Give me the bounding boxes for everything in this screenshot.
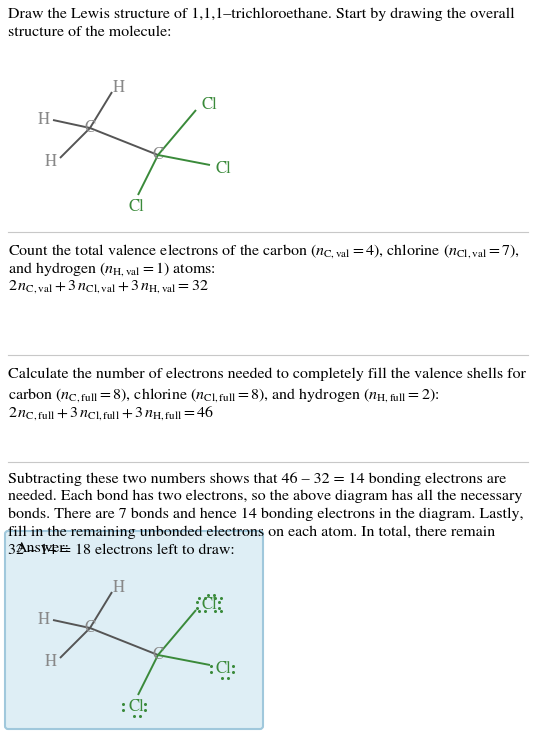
Text: $2\, n_\mathrm{C,full} + 3\, n_\mathrm{Cl,full} + 3\, n_\mathrm{H,full} = 46$: $2\, n_\mathrm{C,full} + 3\, n_\mathrm{C… (8, 404, 214, 422)
Text: Subtracting these two numbers shows that 46 – 32 = 14 bonding electrons are: Subtracting these two numbers shows that… (8, 472, 506, 486)
Text: C: C (85, 120, 95, 136)
Text: Cl: Cl (215, 661, 231, 677)
Text: H: H (45, 654, 57, 670)
Text: Cl: Cl (215, 161, 231, 177)
Text: C: C (152, 147, 163, 163)
Text: C: C (85, 620, 95, 636)
Text: H: H (113, 80, 125, 96)
Text: structure of the molecule:: structure of the molecule: (8, 26, 172, 40)
Text: and hydrogen ($n_\mathrm{H,val} = 1$) atoms:: and hydrogen ($n_\mathrm{H,val} = 1$) at… (8, 260, 216, 278)
Text: Answer:: Answer: (16, 542, 70, 556)
Text: fill in the remaining unbonded electrons on each atom. In total, there remain: fill in the remaining unbonded electrons… (8, 526, 495, 539)
Text: C: C (152, 647, 163, 663)
Text: Calculate the number of electrons needed to completely fill the valence shells f: Calculate the number of electrons needed… (8, 368, 526, 381)
Text: Cl: Cl (128, 699, 144, 715)
Text: Count the total valence electrons of the carbon ($n_\mathrm{C,val} = 4$), chlori: Count the total valence electrons of the… (8, 242, 520, 260)
Text: carbon ($n_\mathrm{C,full} = 8$), chlorine ($n_\mathrm{Cl,full} = 8$), and hydro: carbon ($n_\mathrm{C,full} = 8$), chlori… (8, 386, 440, 404)
Text: H: H (45, 154, 57, 170)
Text: Cl: Cl (201, 97, 217, 113)
Text: H: H (113, 580, 125, 596)
Text: bonds. There are 7 bonds and hence 14 bonding electrons in the diagram. Lastly,: bonds. There are 7 bonds and hence 14 bo… (8, 508, 524, 521)
Text: $2\, n_\mathrm{C,val} + 3\, n_\mathrm{Cl,val} + 3\, n_\mathrm{H,val} = 32$: $2\, n_\mathrm{C,val} + 3\, n_\mathrm{Cl… (8, 278, 209, 295)
FancyBboxPatch shape (5, 531, 263, 729)
Text: Cl: Cl (201, 597, 217, 613)
Text: 32 – 14 = 18 electrons left to draw:: 32 – 14 = 18 electrons left to draw: (8, 544, 235, 557)
Text: Cl: Cl (128, 199, 144, 215)
Text: needed. Each bond has two electrons, so the above diagram has all the necessary: needed. Each bond has two electrons, so … (8, 490, 523, 504)
Text: H: H (38, 112, 50, 128)
Text: H: H (38, 612, 50, 628)
Text: Draw the Lewis structure of 1,1,1–trichloroethane. Start by drawing the overall: Draw the Lewis structure of 1,1,1–trichl… (8, 8, 515, 21)
